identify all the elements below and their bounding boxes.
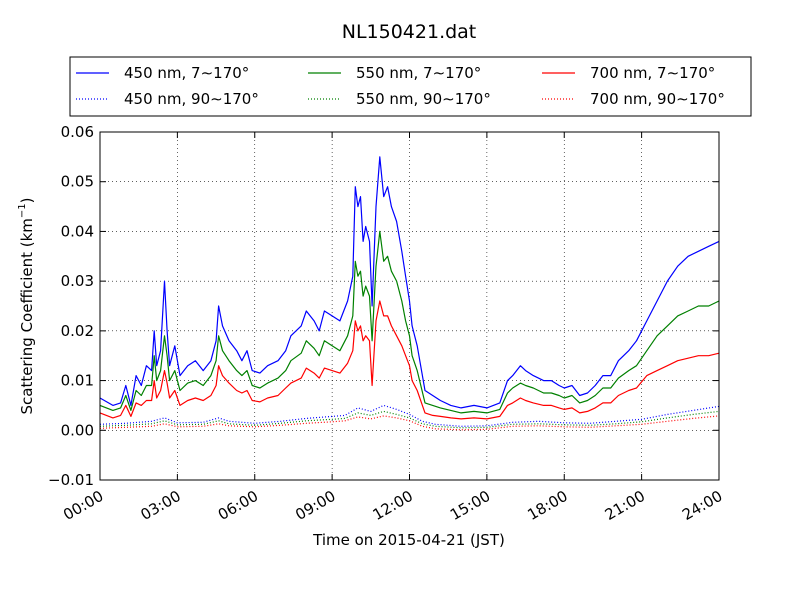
series-line-1	[99, 230, 720, 414]
series-line-4	[99, 410, 720, 429]
y-tick-label: 0.04	[61, 222, 94, 240]
series-lines	[99, 156, 720, 431]
y-tick-label: 0.01	[61, 372, 94, 390]
legend-label-5: 700 nm, 90∼170°	[590, 90, 725, 108]
y-tick-label: 0.02	[61, 322, 94, 340]
y-tick-label: 0.03	[61, 272, 94, 290]
x-tick-label: 03:00	[137, 487, 183, 524]
series-line-5	[99, 415, 720, 431]
x-tick-label: 15:00	[447, 487, 493, 524]
x-tick-label: 12:00	[370, 487, 416, 524]
y-axis-label-exponent: −1	[17, 203, 28, 218]
y-tick-labels: −0.01 0.00 0.01 0.02 0.03 0.04 0.05 0.06	[48, 123, 94, 489]
chart-title: NL150421.dat	[342, 21, 477, 43]
legend-label-0: 450 nm, 7∼170°	[124, 64, 249, 82]
legend-label-3: 450 nm, 90∼170°	[124, 90, 259, 108]
x-tick-label: 18:00	[524, 487, 570, 524]
y-tick-label: 0.00	[61, 421, 94, 439]
y-tick-label: −0.01	[48, 471, 94, 489]
y-axis-label-close: )	[18, 197, 36, 203]
y-tick-label: 0.05	[61, 173, 94, 191]
y-tick-label: 0.06	[61, 123, 94, 141]
series-line-0	[99, 156, 720, 409]
x-tick-label: 24:00	[679, 487, 725, 524]
y-axis-label: Scattering Coefficient (km−1)	[17, 197, 36, 414]
x-tick-label: 21:00	[602, 487, 648, 524]
series-line-2	[99, 300, 720, 420]
legend-box	[69, 56, 752, 117]
y-axis-label-main: Scattering Coefficient (km	[18, 218, 36, 414]
axis-ticks	[99, 131, 720, 481]
legend: 450 nm, 7∼170° 550 nm, 7∼170° 700 nm, 7∼17…	[76, 64, 725, 108]
legend-label-1: 550 nm, 7∼170°	[356, 64, 481, 82]
x-tick-label: 00:00	[60, 487, 106, 524]
x-tick-label: 09:00	[292, 487, 338, 524]
x-tick-labels: 00:00 03:00 06:00 09:00 12:00 15:00 18:00 21:00…	[60, 487, 725, 524]
x-axis-label: Time on 2015-04-21 (JST)	[312, 531, 505, 549]
legend-label-4: 550 nm, 90∼170°	[356, 90, 491, 108]
legend-label-2: 700 nm, 7∼170°	[590, 64, 715, 82]
x-tick-label: 06:00	[215, 487, 261, 524]
